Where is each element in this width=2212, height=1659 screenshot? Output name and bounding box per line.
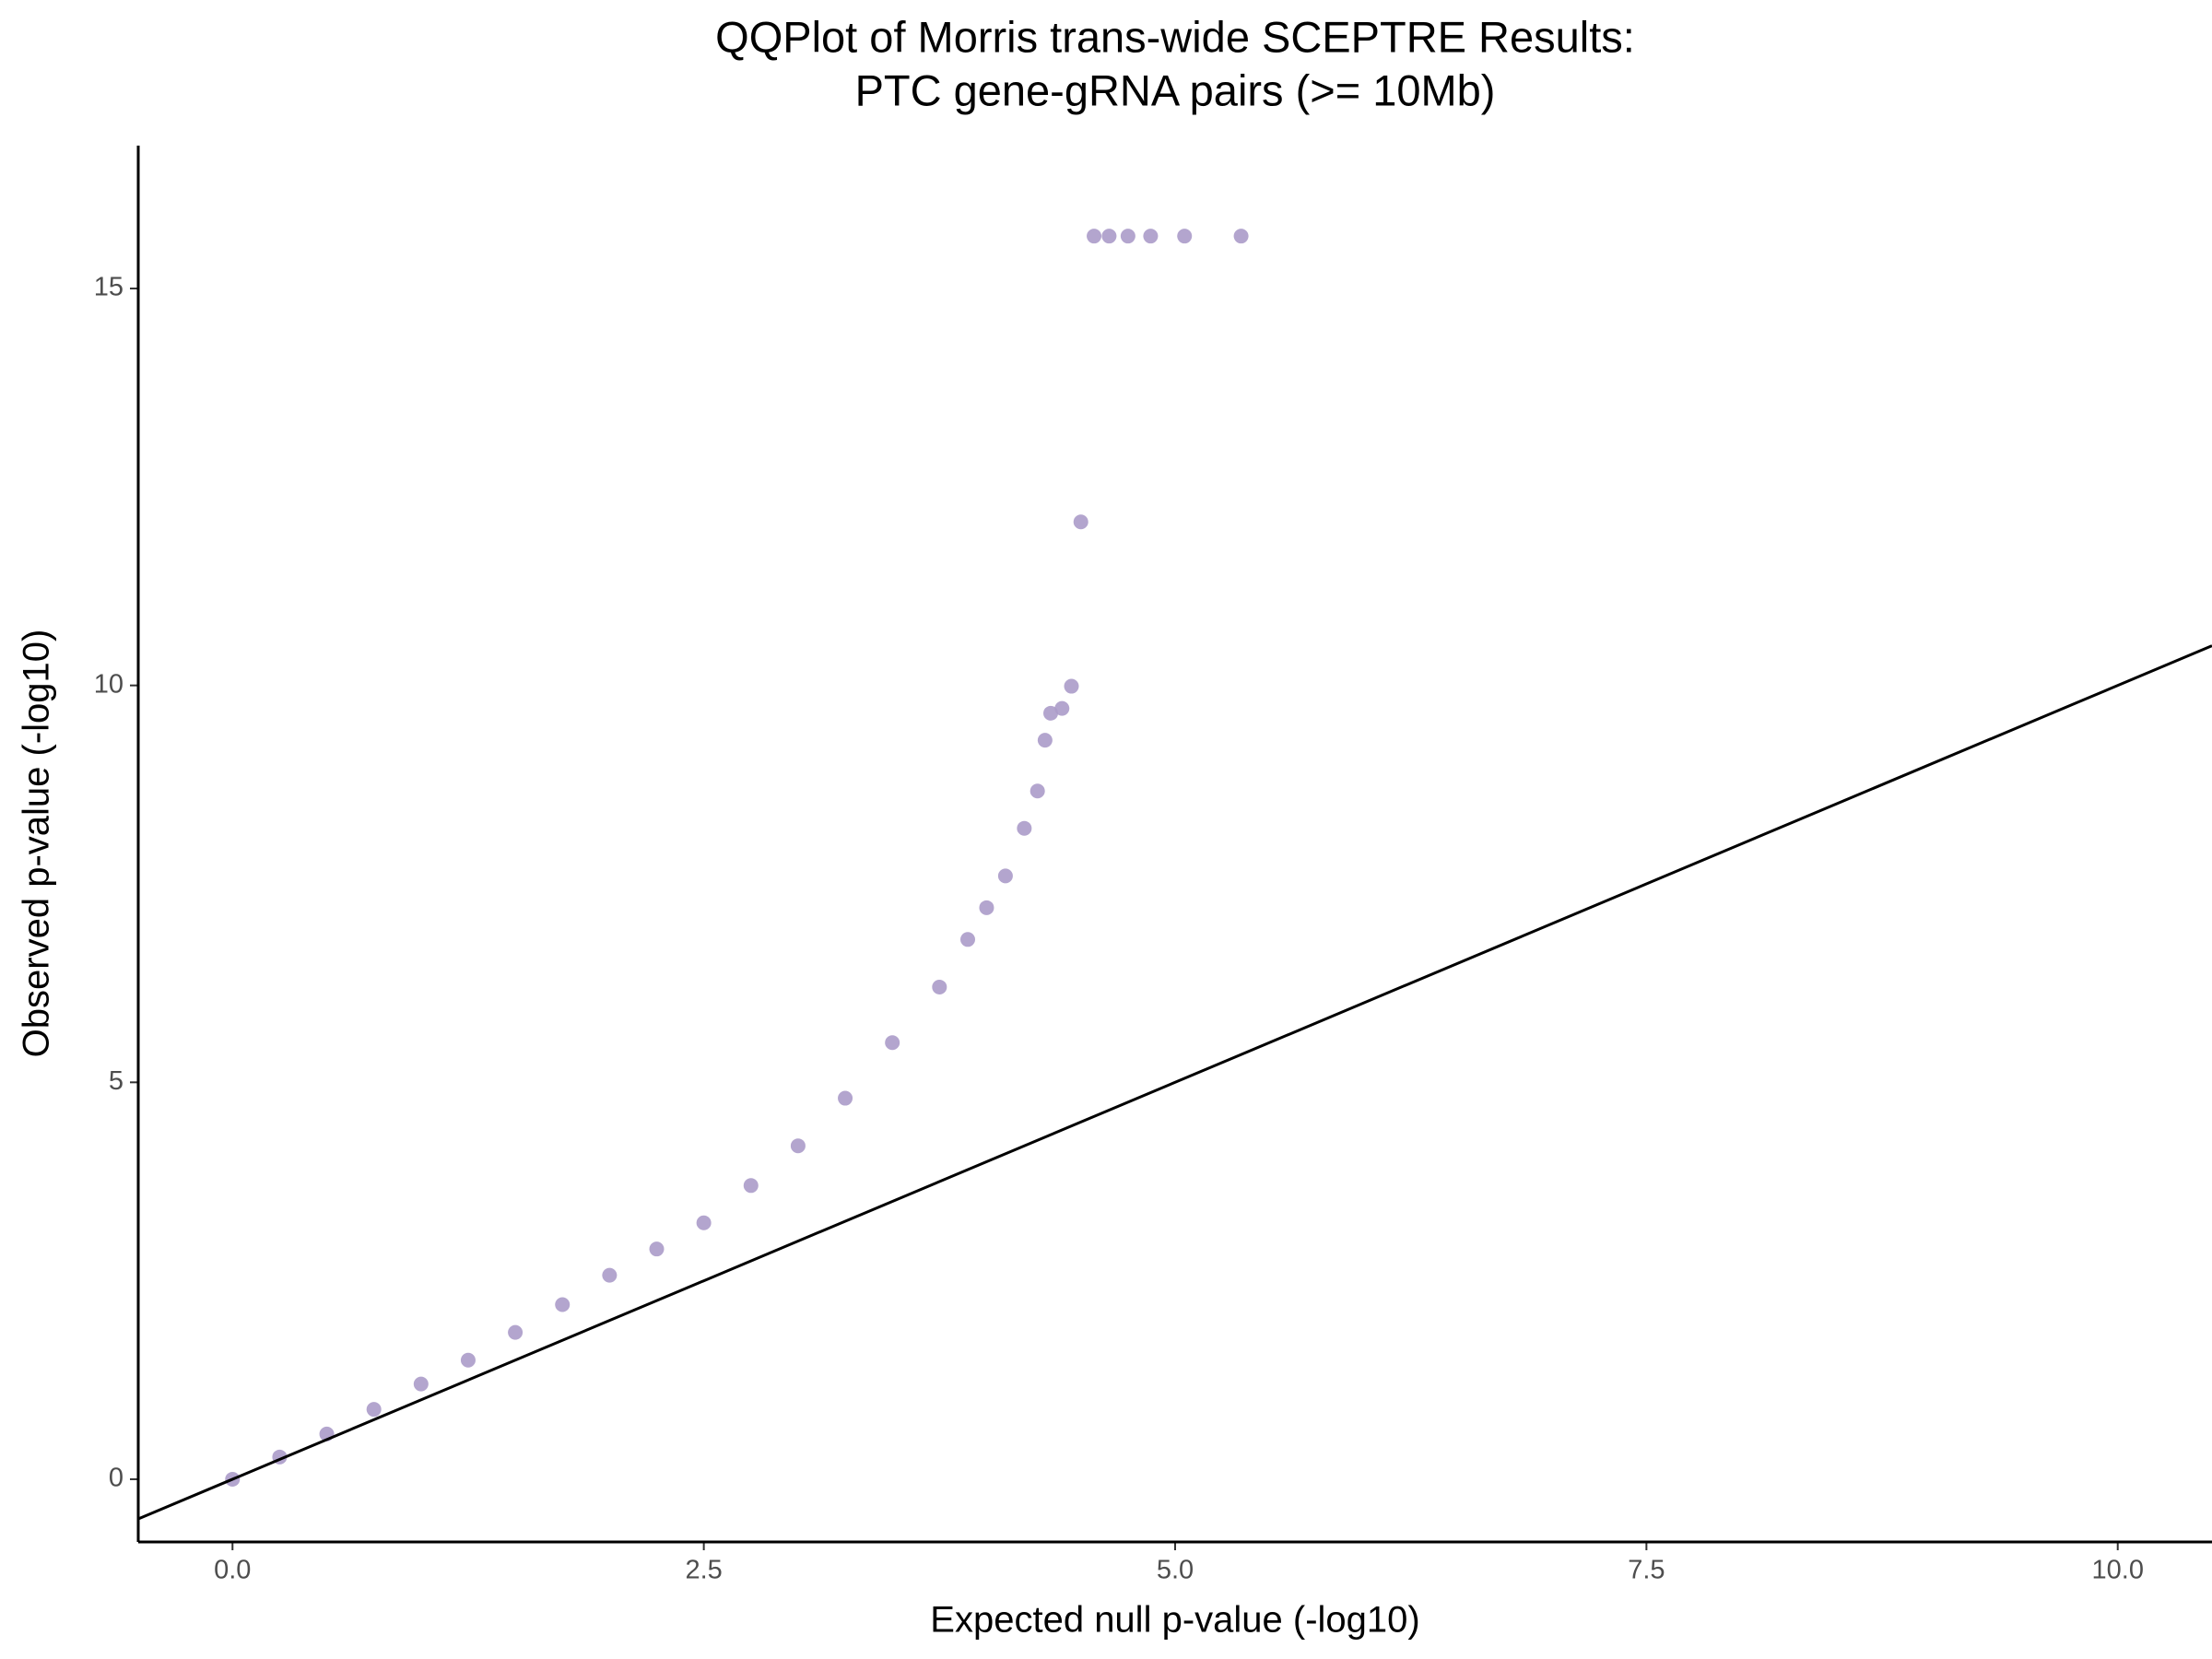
point bbox=[1037, 733, 1053, 748]
chart-title: QQPlot of Morris trans-wide SCEPTRE Resu… bbox=[715, 12, 1635, 61]
x-axis-label: Expected null p-value (-log10) bbox=[930, 1600, 1419, 1641]
point bbox=[602, 1267, 618, 1283]
y-axis-label: Observed p-value (-log10) bbox=[17, 629, 57, 1058]
point bbox=[1143, 229, 1159, 244]
x-tick-label: 2.5 bbox=[685, 1556, 722, 1585]
point bbox=[1233, 229, 1249, 244]
point bbox=[508, 1324, 524, 1340]
x-tick-label: 0.0 bbox=[214, 1556, 251, 1585]
point bbox=[960, 932, 975, 947]
point bbox=[1073, 514, 1088, 530]
y-tick-label: 0 bbox=[109, 1464, 124, 1493]
point bbox=[1101, 229, 1117, 244]
point bbox=[413, 1376, 429, 1392]
point bbox=[885, 1035, 900, 1051]
x-tick-label: 10.0 bbox=[2092, 1556, 2144, 1585]
point bbox=[979, 900, 994, 915]
y-tick-label: 10 bbox=[94, 669, 124, 699]
point bbox=[1030, 783, 1045, 799]
point bbox=[460, 1352, 476, 1368]
chart-title: PTC gene-gRNA pairs (>= 10Mb) bbox=[855, 65, 1496, 114]
point bbox=[1043, 705, 1058, 721]
point bbox=[649, 1241, 665, 1257]
point bbox=[1087, 229, 1102, 244]
point bbox=[997, 868, 1013, 884]
x-tick-label: 7.5 bbox=[1628, 1556, 1665, 1585]
point bbox=[932, 979, 947, 994]
y-tick-label: 5 bbox=[109, 1066, 124, 1096]
point bbox=[1064, 678, 1079, 694]
point bbox=[555, 1297, 571, 1312]
y-tick-label: 15 bbox=[94, 273, 124, 302]
point bbox=[790, 1138, 806, 1154]
point bbox=[696, 1215, 712, 1230]
point bbox=[838, 1090, 853, 1106]
point bbox=[1177, 229, 1193, 244]
point bbox=[1054, 700, 1070, 716]
point bbox=[366, 1402, 382, 1418]
reference-line bbox=[138, 644, 2212, 1521]
point bbox=[1120, 229, 1135, 244]
point bbox=[743, 1178, 759, 1194]
x-tick-label: 5.0 bbox=[1157, 1556, 1194, 1585]
point bbox=[1017, 820, 1032, 836]
